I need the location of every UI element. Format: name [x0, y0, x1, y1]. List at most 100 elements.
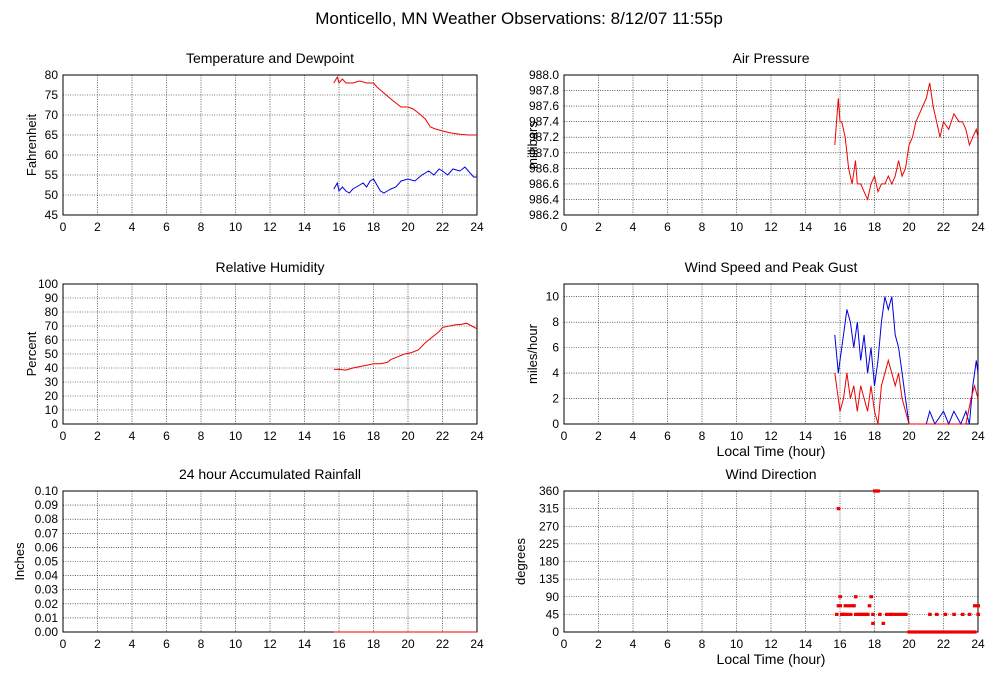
x-tick-label: 8 — [699, 637, 706, 651]
y-tick-label: 270 — [539, 519, 559, 533]
x-tick-label: 6 — [664, 220, 671, 234]
x-tick-label: 12 — [263, 220, 277, 234]
chart-pres: 0 2 4 6 8 10 12 14 16 18 20 22 24986.2986.4986.6986.… — [525, 50, 985, 234]
chart-title: 24 hour Accumulated Rainfall — [179, 466, 361, 482]
pres-series-0-line — [834, 82, 979, 201]
x-tick-label: 2 — [595, 429, 602, 443]
wind-direction-point — [945, 630, 949, 634]
y-tick-label: 987.8 — [529, 84, 559, 98]
x-tick-label: 24 — [971, 220, 985, 234]
y-tick-label: 65 — [45, 128, 59, 142]
chart-rain: 0 2 4 6 8 10 12 14 16 18 20 22 240.000.010.020.030.0… — [12, 466, 484, 651]
y-tick-label: 0.07 — [35, 526, 59, 540]
x-tick-label: 12 — [263, 429, 277, 443]
wind-direction-point — [866, 612, 870, 616]
wind-direction-point — [931, 630, 936, 634]
wind-direction-point — [848, 612, 853, 616]
x-tick-label: 18 — [868, 637, 882, 651]
wind-direction-point — [966, 630, 970, 634]
x-tick-label: 18 — [868, 220, 882, 234]
x-tick-label: 8 — [198, 637, 205, 651]
wind-direction-point — [921, 630, 925, 634]
plot-frame — [563, 74, 979, 216]
wind-direction-point — [976, 604, 980, 608]
x-tick-label: 16 — [332, 429, 346, 443]
y-tick-label: 45 — [45, 208, 59, 222]
x-tick-label: 22 — [937, 220, 951, 234]
x-tick-label: 0 — [60, 429, 67, 443]
x-tick-label: 8 — [699, 429, 706, 443]
x-tick-label: 6 — [163, 429, 170, 443]
temp-series-0-line — [333, 75, 477, 136]
x-tick-label: 6 — [163, 637, 170, 651]
wind-direction-point — [972, 630, 977, 634]
wind-direction-point — [907, 630, 911, 634]
y-tick-label: 0.10 — [35, 484, 59, 498]
y-tick-label: 75 — [45, 88, 59, 102]
x-tick-label: 4 — [129, 429, 136, 443]
wind-direction-point — [836, 507, 841, 511]
chart-wdir: 0 2 4 6 8 10 12 14 16 18 20 22 240459013518022527031… — [513, 466, 985, 667]
y-tick-label: 55 — [45, 168, 59, 182]
x-tick-label: 20 — [401, 220, 415, 234]
plot-frame — [563, 490, 979, 633]
wind-direction-point — [871, 621, 875, 625]
y-tick-label: 315 — [539, 502, 559, 516]
wind-direction-point — [959, 630, 963, 634]
x-tick-label: 12 — [764, 637, 778, 651]
y-tick-label: 0.06 — [35, 540, 59, 554]
y-axis-label: Inches — [12, 542, 27, 581]
x-tick-label: 8 — [198, 429, 205, 443]
wind-direction-point — [948, 630, 953, 634]
wind-direction-point — [917, 630, 922, 634]
y-tick-label: 90 — [546, 590, 560, 604]
wind-direction-point — [876, 489, 880, 493]
y-tick-label: 0 — [552, 417, 559, 431]
y-axis-label: miles/hour — [525, 323, 540, 384]
y-tick-label: 135 — [539, 572, 559, 586]
wind-direction-point — [952, 630, 956, 634]
x-tick-label: 2 — [595, 220, 602, 234]
x-tick-label: 4 — [630, 429, 637, 443]
y-tick-label: 6 — [552, 341, 559, 355]
y-tick-label: 60 — [45, 148, 59, 162]
y-tick-label: 225 — [539, 537, 559, 551]
x-tick-label: 2 — [94, 637, 101, 651]
y-axis-label: degrees — [513, 538, 528, 585]
chart-rh: 0 2 4 6 8 10 12 14 16 18 20 22 240102030405060708090… — [24, 259, 484, 443]
x-tick-label: 22 — [436, 637, 450, 651]
x-tick-label: 24 — [470, 637, 484, 651]
wind-direction-point — [938, 630, 943, 634]
x-tick-label: 22 — [937, 637, 951, 651]
y-tick-label: 40 — [45, 361, 59, 375]
y-tick-label: 45 — [546, 607, 560, 621]
plot-frame — [563, 283, 979, 425]
x-tick-label: 10 — [730, 429, 744, 443]
wind-direction-point — [969, 630, 974, 634]
x-tick-label: 2 — [94, 429, 101, 443]
wind-direction-point — [952, 612, 956, 616]
x-tick-label: 4 — [129, 637, 136, 651]
y-tick-label: 30 — [45, 375, 59, 389]
y-tick-label: 4 — [552, 366, 559, 380]
y-tick-label: 0.02 — [35, 597, 59, 611]
wind-direction-point — [843, 604, 848, 608]
x-tick-label: 20 — [401, 429, 415, 443]
wind-direction-point — [967, 612, 972, 616]
wind-direction-point — [900, 612, 905, 616]
y-tick-label: 10 — [546, 290, 560, 304]
wind-direction-point — [976, 612, 980, 616]
wind-direction-point — [955, 630, 960, 634]
y-tick-label: 0.05 — [35, 555, 59, 569]
y-tick-label: 0.04 — [35, 569, 59, 583]
x-tick-label: 2 — [94, 220, 101, 234]
wind-direction-point — [881, 621, 886, 625]
x-tick-label: 14 — [799, 637, 813, 651]
y-tick-label: 50 — [45, 347, 59, 361]
y-tick-label: 986.4 — [529, 192, 559, 206]
y-axis-label: Percent — [24, 331, 39, 376]
x-tick-label: 12 — [764, 220, 778, 234]
wind-direction-point — [838, 604, 842, 608]
plot-frame — [62, 490, 478, 633]
